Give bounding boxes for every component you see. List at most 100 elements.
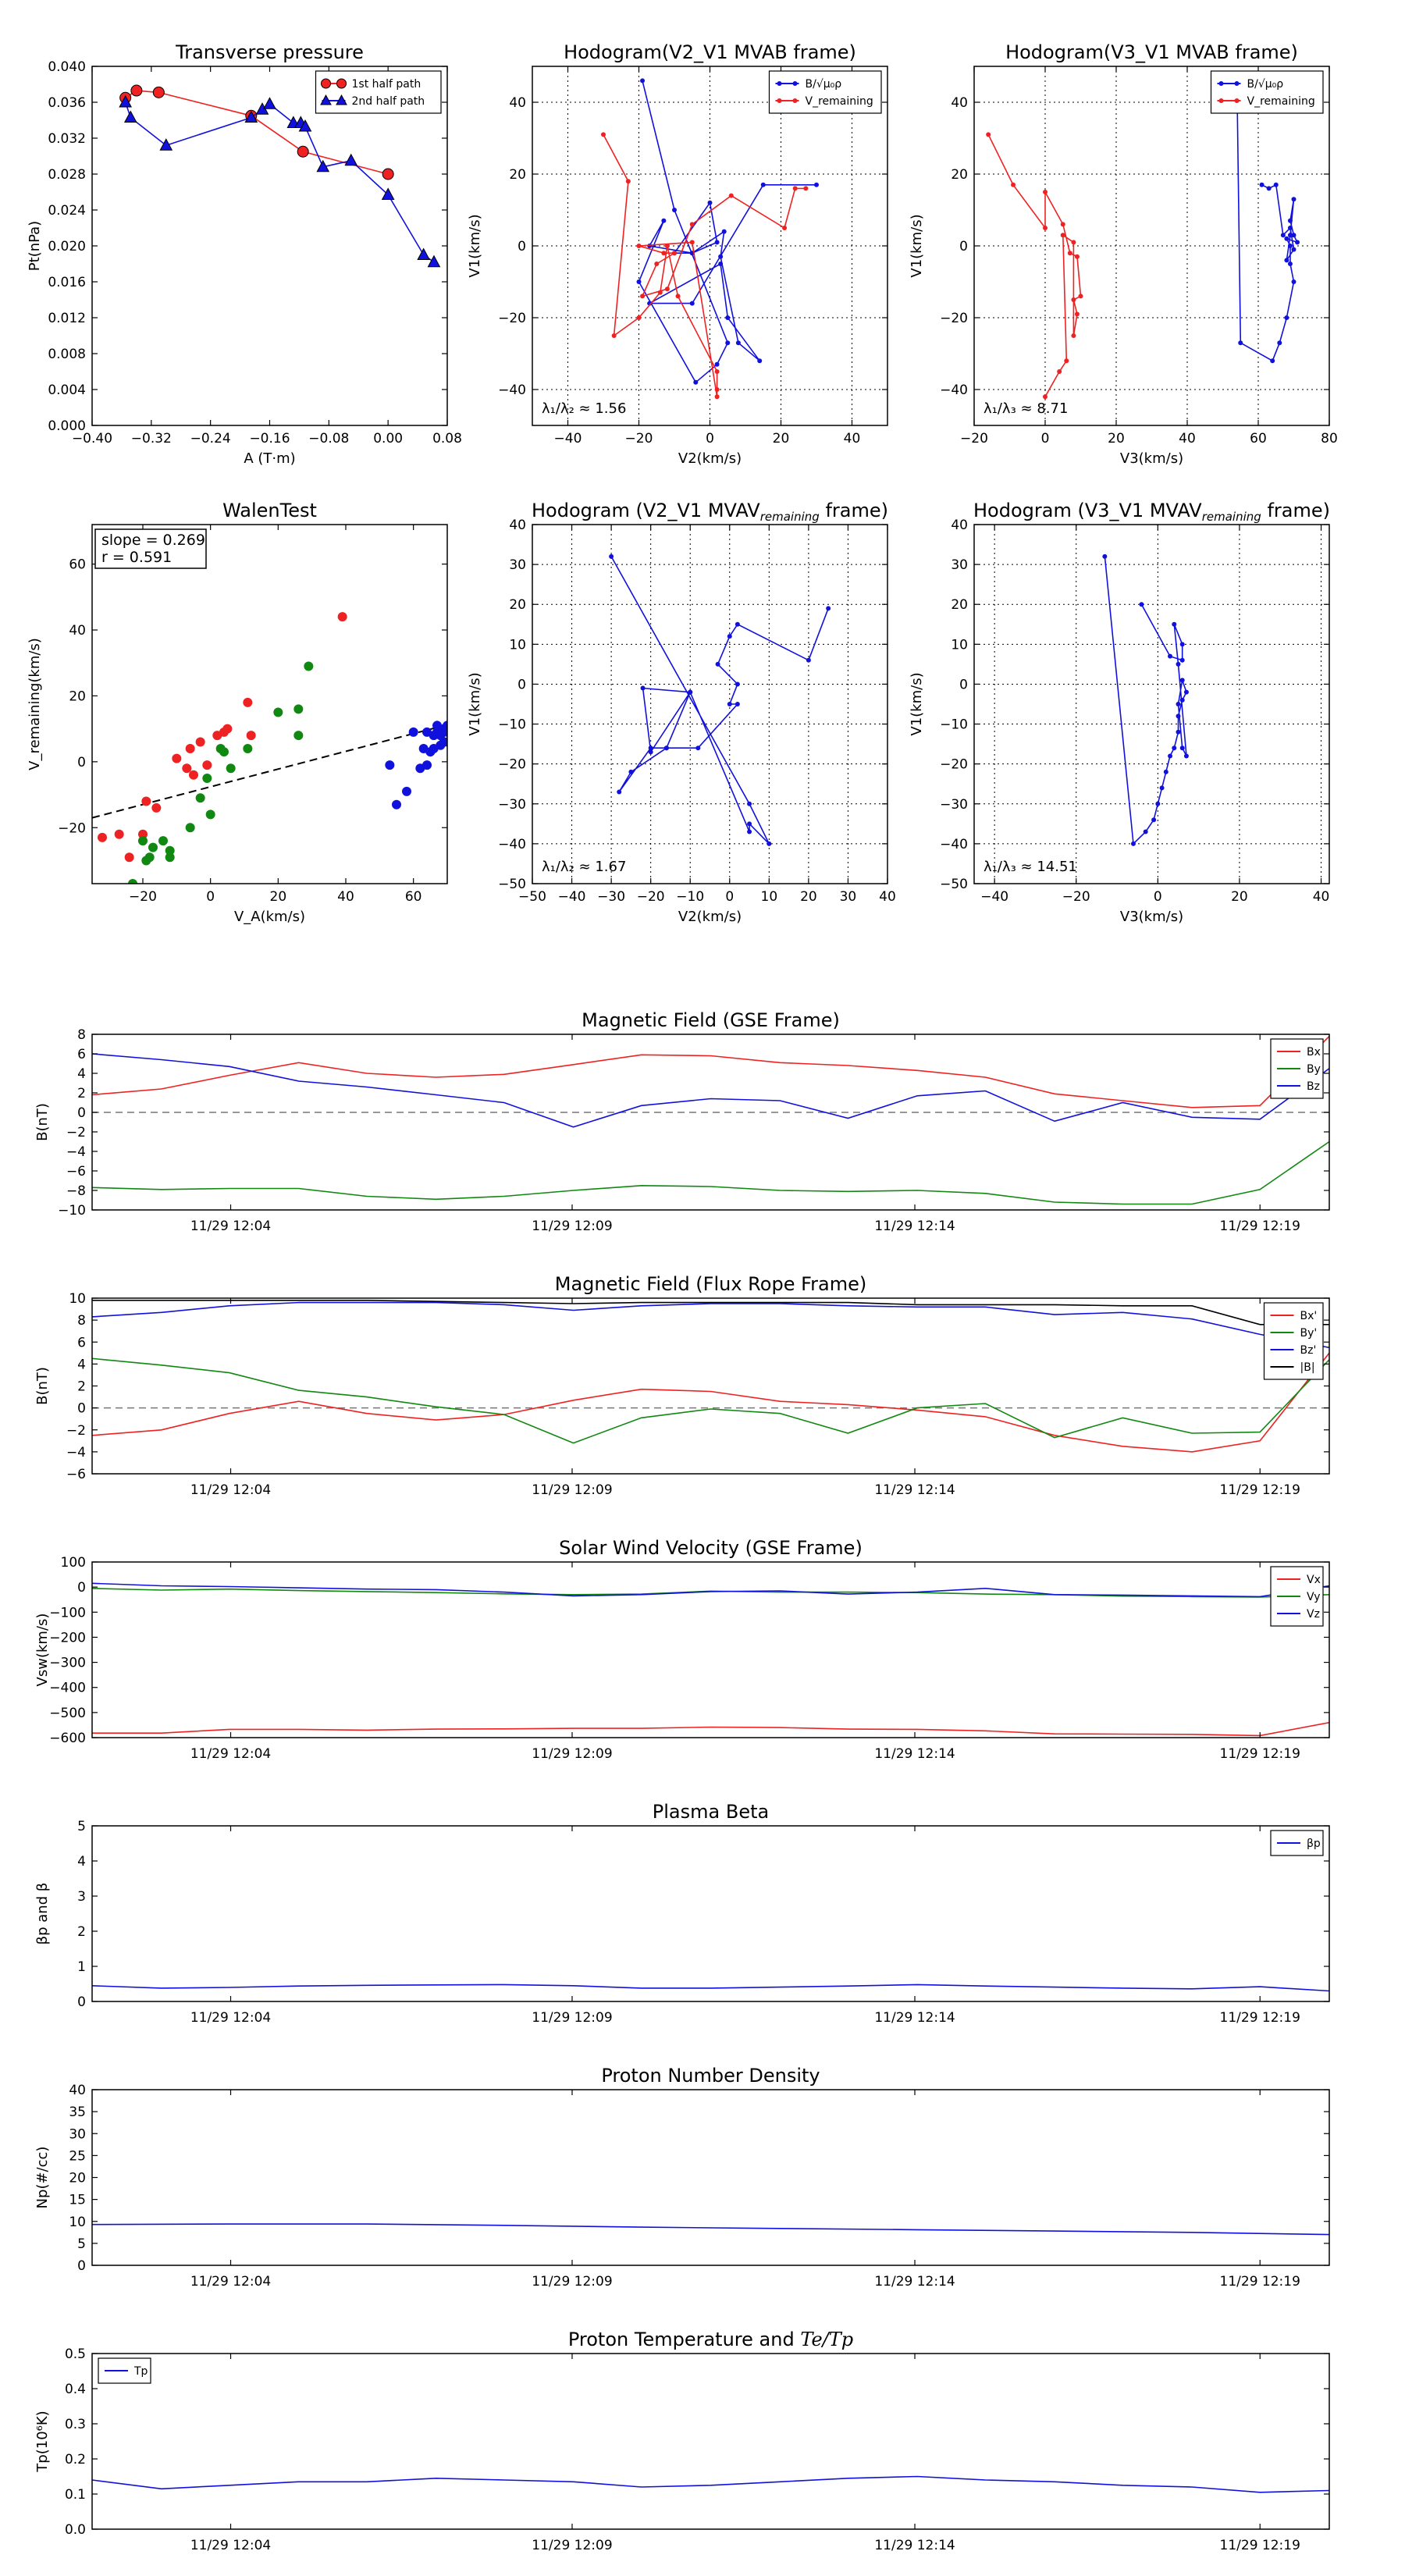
data-point (661, 251, 667, 256)
y-tick-label: 20 (951, 167, 968, 183)
data-point (1287, 244, 1293, 248)
x-tick-label: 11/29 12:04 (190, 2538, 271, 2553)
data-point (1043, 394, 1048, 400)
data-point (316, 159, 330, 173)
data-point (689, 301, 695, 306)
x-tick-label: 11/29 12:19 (1220, 1219, 1300, 1234)
x-tick-label: −20 (129, 889, 157, 905)
y-axis-label: Pt(nPa) (27, 221, 43, 271)
x-tick-label: 20 (773, 431, 790, 447)
legend-label: 1st half path (352, 78, 422, 91)
series-line (92, 2223, 1329, 2236)
legend: 1st half path 2nd half path (315, 70, 442, 114)
x-tick-label: −40 (558, 889, 586, 905)
scatter-point (408, 727, 418, 737)
data-point (427, 254, 441, 268)
x-tick-label: 40 (1313, 889, 1330, 905)
y-tick-label: 40 (69, 2083, 86, 2098)
scatter-point (124, 852, 134, 863)
data-point (648, 749, 653, 755)
x-tick-label: 11/29 12:14 (874, 1219, 955, 1234)
scatter-point (158, 836, 168, 846)
y-tick-label: 10 (69, 2215, 86, 2230)
y-axis-label: B(nT) (34, 1367, 51, 1405)
data-point (714, 387, 720, 392)
series-line (92, 1140, 1329, 1205)
y-tick-label: 0 (77, 1105, 86, 1121)
y-tick-label: −10 (58, 1203, 86, 1219)
y-tick-label: 20 (69, 688, 86, 704)
annotation-text: slope = 0.269 (101, 532, 205, 549)
data-point (1270, 358, 1275, 364)
data-point (1287, 233, 1293, 238)
legend-marker (320, 94, 332, 105)
annotation-text: λ₁/λ₂ ≈ 1.56 (542, 400, 626, 417)
y-tick-label: −50 (498, 877, 526, 892)
data-point (792, 186, 798, 191)
data-point (1176, 729, 1181, 735)
data-point (1064, 358, 1069, 364)
scatter-point (189, 770, 198, 780)
scatter-point (195, 737, 205, 747)
solar-wind-velocity-panel: 11/29 12:04 11/29 12:09 11/29 12:14 11/29 1… (34, 1537, 1330, 1762)
x-tick-label: 11/29 12:09 (532, 1746, 612, 1762)
y-tick-label: 0 (77, 755, 86, 770)
scatter-point (148, 842, 158, 852)
x-tick-label: 40 (844, 431, 861, 447)
y-tick-label: −2 (66, 1423, 86, 1439)
y-tick-label: 15 (69, 2193, 86, 2208)
data-point (661, 218, 667, 223)
y-tick-label: −40 (498, 837, 526, 852)
data-point (1155, 801, 1161, 806)
data-point (782, 226, 788, 230)
hodogram-v2-v1-mvav-panel: −50 −40 −30 −20 −10 0 10 20 30 40 −50 −40 −30 −20 −10 0… (467, 500, 896, 925)
data-point (1102, 553, 1108, 559)
x-tick-label: −20 (1062, 889, 1090, 905)
legend: B/√μ₀ρ V_remaining (768, 70, 882, 114)
y-tick-label: 35 (69, 2105, 86, 2120)
data-point (735, 681, 740, 687)
data-point (1280, 233, 1286, 238)
x-tick-label: 20 (1108, 431, 1125, 447)
scatter-point (422, 760, 432, 770)
data-point (1043, 190, 1048, 194)
y-tick-label: 3 (77, 1889, 86, 1905)
x-axis-label: V3(km/s) (1120, 909, 1183, 925)
x-tick-label: 0 (206, 889, 215, 905)
x-tick-label: 11/29 12:19 (1220, 2538, 1300, 2553)
y-axis-label: B(nT) (34, 1103, 51, 1141)
scatter-point (202, 760, 212, 770)
annotation-text: λ₁/λ₃ ≈ 8.71 (984, 400, 1068, 417)
chart-title: Plasma Beta (653, 1801, 769, 1823)
x-tick-label: 10 (761, 889, 778, 905)
data-point (1266, 186, 1272, 191)
series-line (610, 556, 829, 845)
chart-title: Hodogram(V3_V1 MVAB frame) (1005, 41, 1298, 63)
data-point (636, 279, 642, 284)
scatter-point (226, 763, 236, 774)
y-tick-label: 0 (77, 1580, 86, 1596)
data-point (1176, 661, 1181, 667)
x-tick-label: −50 (518, 889, 546, 905)
data-point (123, 110, 137, 123)
y-tick-label: −20 (940, 757, 968, 773)
chart-title: Hodogram (V3_V1 MVAVremaining frame) (973, 500, 1330, 524)
data-point (715, 661, 720, 667)
x-tick-label: −40 (980, 889, 1008, 905)
scatter-point (151, 802, 162, 813)
x-axis-label: A (T·m) (244, 450, 295, 467)
legend-marker (1234, 81, 1240, 86)
y-tick-label: −4 (66, 1445, 86, 1461)
x-tick-label: 11/29 12:14 (874, 1482, 955, 1498)
y-tick-label: 0.1 (65, 2487, 86, 2503)
y-tick-label: −10 (498, 717, 526, 733)
scatter-point (185, 743, 195, 753)
plot-frame (91, 66, 448, 426)
x-tick-label: 11/29 12:14 (874, 2538, 955, 2553)
x-tick-label: 11/29 12:14 (874, 2010, 955, 2026)
y-tick-label: −8 (66, 1183, 86, 1199)
fit-line (92, 724, 447, 819)
data-point (664, 244, 670, 248)
scatter-point (195, 793, 205, 803)
chart-title: Hodogram(V2_V1 MVAB frame) (564, 41, 856, 63)
